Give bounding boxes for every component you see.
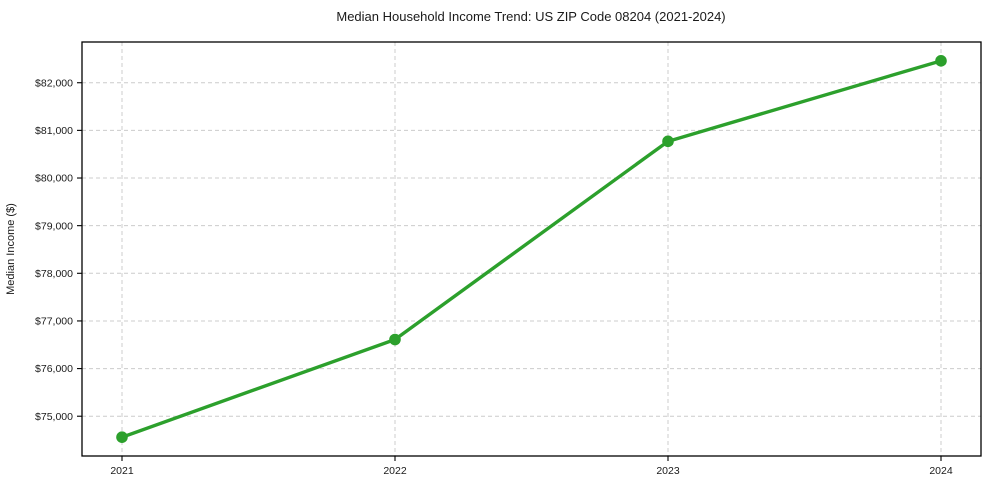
data-point-2021 bbox=[116, 431, 128, 443]
data-point-2024 bbox=[935, 55, 947, 67]
x-tick-label: 2021 bbox=[110, 465, 134, 477]
y-tick-label: $79,000 bbox=[35, 220, 73, 232]
y-tick-label: $75,000 bbox=[35, 411, 73, 423]
y-tick-label: $77,000 bbox=[35, 316, 73, 328]
y-tick-label: $76,000 bbox=[35, 363, 73, 375]
trend-line bbox=[120, 59, 943, 439]
y-tick-label: $82,000 bbox=[35, 77, 73, 89]
y-tick-label: $81,000 bbox=[35, 125, 73, 137]
series-layer bbox=[116, 55, 947, 443]
x-tick-label: 2024 bbox=[929, 465, 953, 477]
data-point-2022 bbox=[389, 333, 401, 346]
plot-frame bbox=[81, 41, 982, 457]
y-axis-title: Median Income ($) bbox=[5, 203, 17, 295]
grid-layer bbox=[82, 42, 981, 456]
x-tick-label: 2023 bbox=[656, 465, 680, 477]
ticks-layer: $75,000 $76,000 $77,000 $78,000 $79,000 $80,0… bbox=[35, 77, 953, 477]
y-tick-label: $78,000 bbox=[35, 268, 73, 280]
y-tick-label: $80,000 bbox=[35, 173, 73, 185]
chart-title: Median Household Income Trend: US ZIP Co… bbox=[336, 9, 725, 24]
x-tick-label: 2022 bbox=[383, 465, 407, 477]
data-point-2023 bbox=[662, 135, 674, 148]
